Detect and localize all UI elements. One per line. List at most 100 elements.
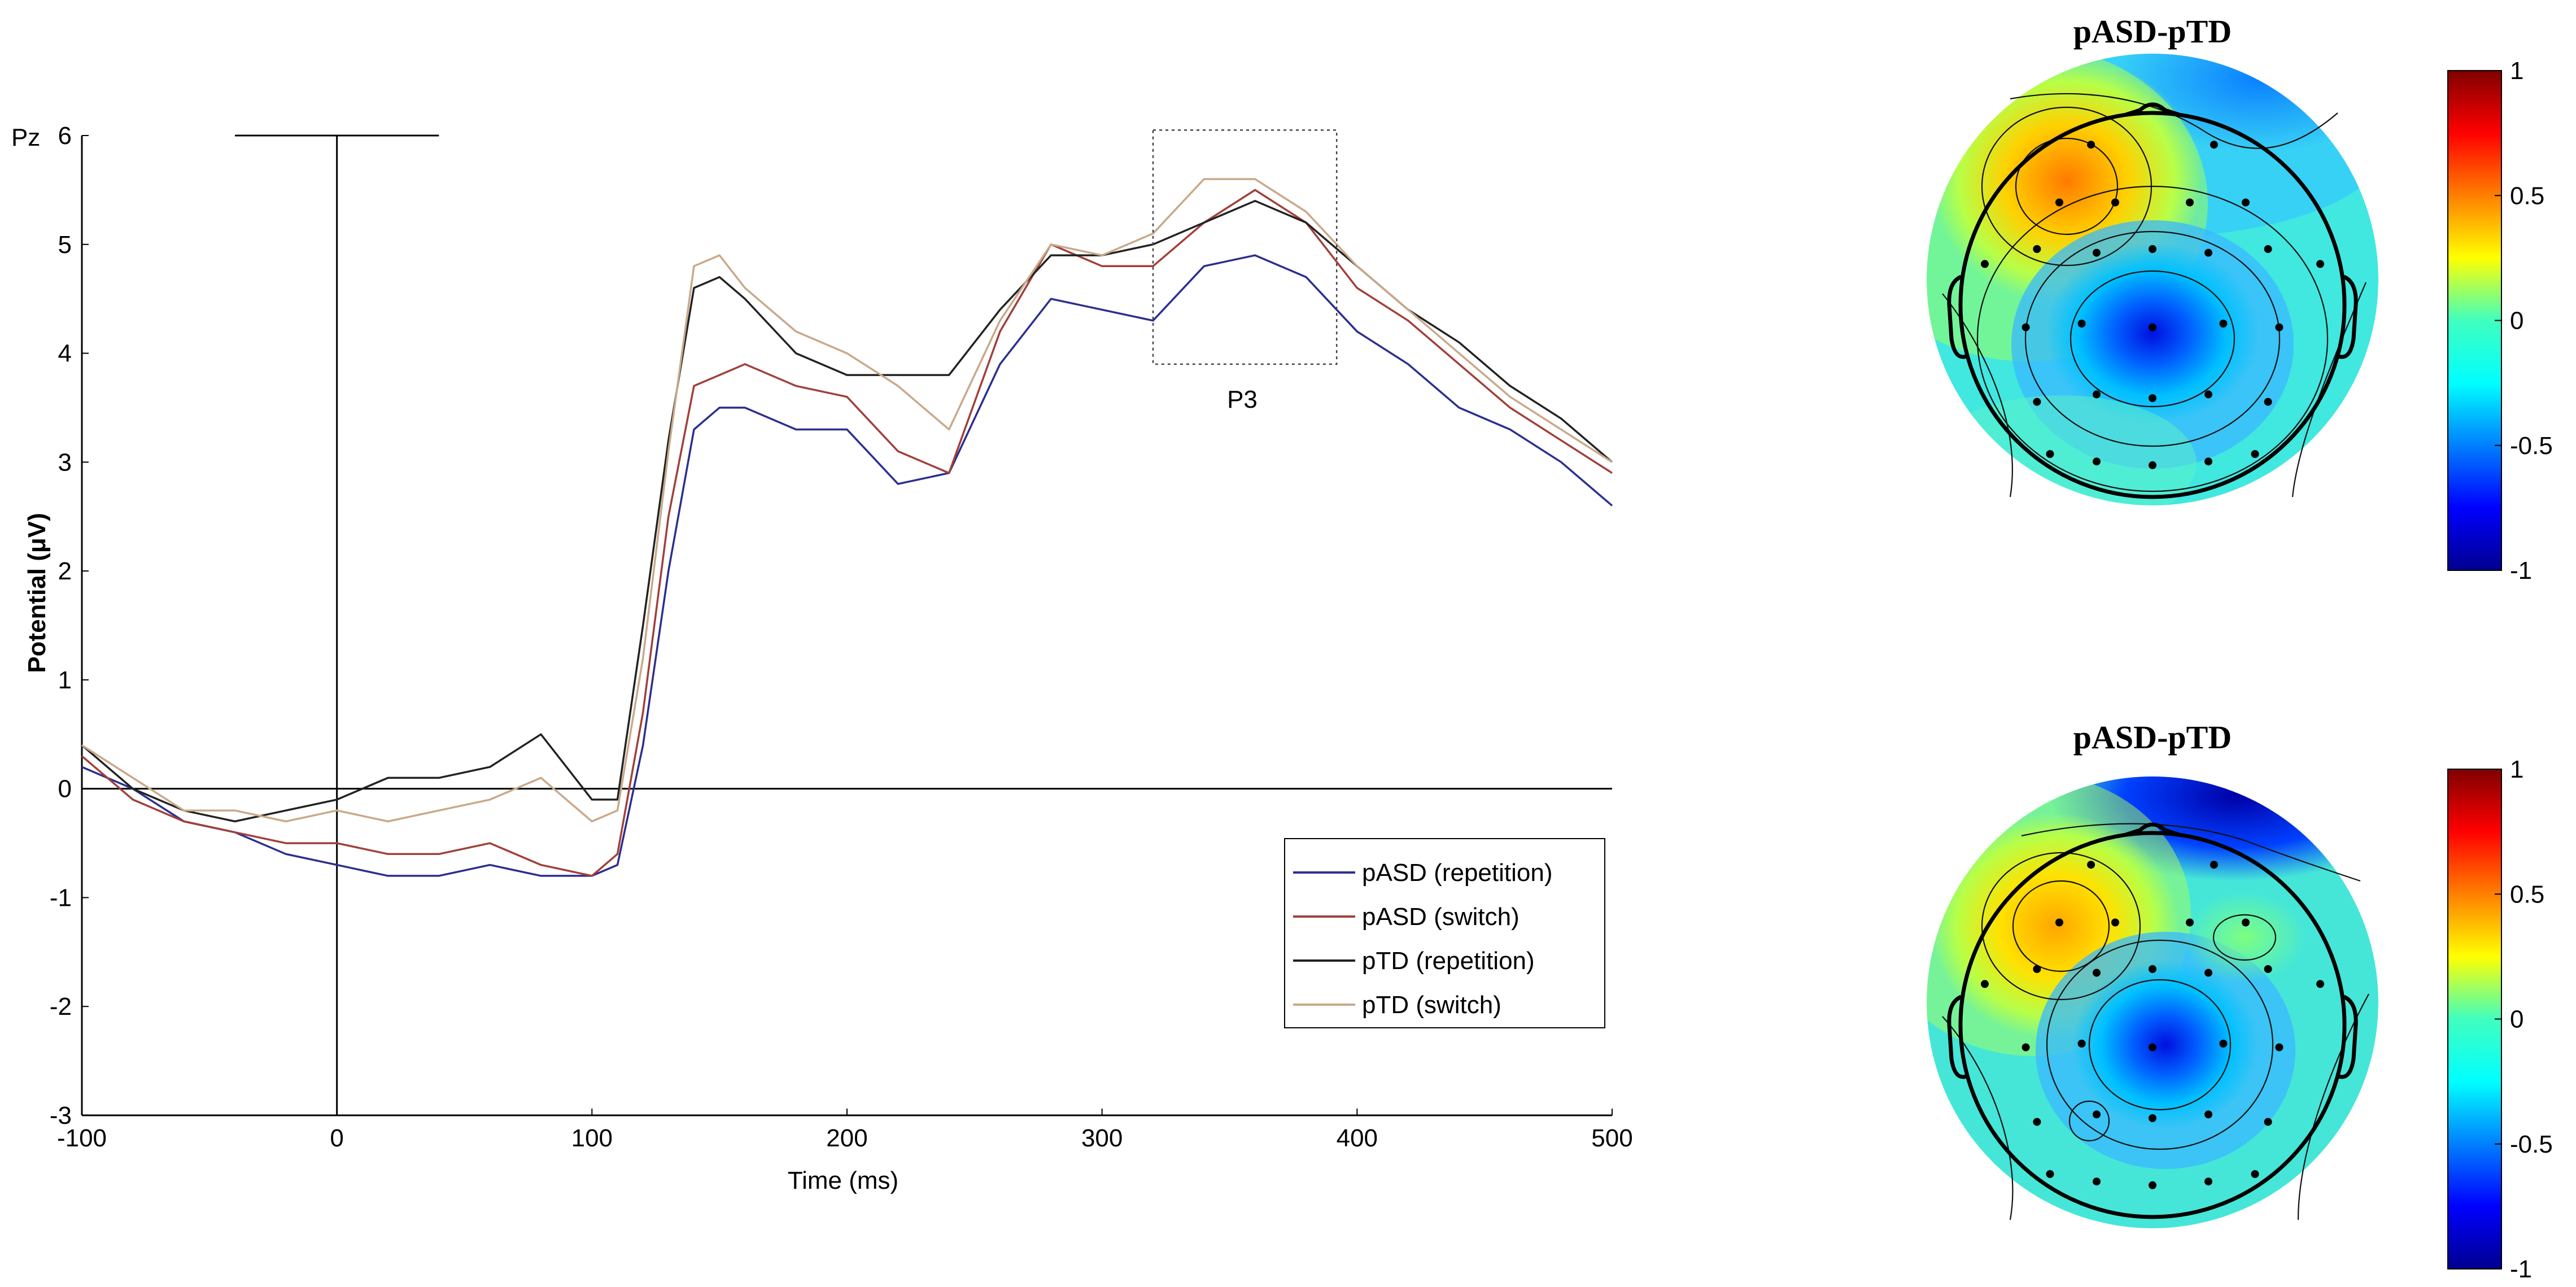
electrode-dot bbox=[2021, 323, 2030, 331]
y-tick-label: -1 bbox=[50, 884, 72, 911]
electrode-dot bbox=[2219, 1040, 2228, 1048]
x-tick-label: -100 bbox=[57, 1124, 107, 1152]
electrode-dot bbox=[2033, 1118, 2041, 1126]
y-tick-label: -3 bbox=[50, 1102, 72, 1129]
colorbar-tick-label: -1 bbox=[2510, 557, 2532, 584]
legend-box bbox=[1284, 838, 1605, 1028]
colorbar-lower: 1 0.5 0 -0.5 -1 bbox=[2447, 756, 2553, 1283]
electrode-dot bbox=[2242, 198, 2250, 207]
electrode-dot bbox=[2264, 245, 2272, 253]
electrode-dot bbox=[2149, 245, 2156, 253]
legend-entry-0: pASD (repetition) bbox=[1362, 859, 1552, 887]
colorbar-tick-label: -0.5 bbox=[2510, 432, 2553, 460]
y-tick-label: 4 bbox=[58, 340, 72, 368]
electrode-dot bbox=[2219, 320, 2228, 328]
electrode-dot bbox=[2186, 198, 2194, 207]
electrode-dot bbox=[2316, 980, 2324, 988]
electrode-dot bbox=[2149, 1181, 2156, 1189]
electrode-dot bbox=[2264, 1118, 2272, 1126]
head-outline-upper bbox=[1947, 102, 2358, 499]
x-tick-label: 100 bbox=[571, 1124, 613, 1152]
x-tick-label: 0 bbox=[330, 1124, 343, 1152]
series-line-1 bbox=[81, 189, 1613, 877]
colorbar-tick-label: 0 bbox=[2510, 307, 2523, 335]
electrode-dot bbox=[2087, 141, 2095, 149]
electrode-dot bbox=[2251, 1170, 2259, 1178]
p3-annotation-box bbox=[1152, 129, 1338, 365]
legend: pASD (repetition) pASD (switch) pTD (repet… bbox=[1284, 838, 1605, 1028]
electrode-dot bbox=[2204, 248, 2212, 257]
electrode-dot bbox=[2210, 861, 2218, 869]
erp-series-lines bbox=[81, 178, 1613, 877]
colorbar-upper: 1 0.5 0 -0.5 -1 bbox=[2447, 57, 2553, 584]
electrode-dot bbox=[2264, 398, 2272, 406]
x-tick-label: 500 bbox=[1591, 1124, 1632, 1152]
y-tick-label: 2 bbox=[58, 557, 72, 585]
legend-entry-2: pTD (repetition) bbox=[1362, 947, 1535, 975]
y-axis-label: Potential (μV) bbox=[23, 513, 51, 673]
topomap-lower-field bbox=[1927, 776, 2378, 1228]
series-line-2 bbox=[81, 199, 1613, 823]
series-line-3 bbox=[81, 178, 1613, 823]
x-axis-label: Time (ms) bbox=[788, 1167, 898, 1194]
electrode-dot bbox=[2093, 968, 2101, 977]
electrode-dot bbox=[2055, 918, 2063, 927]
y-tick-label: 3 bbox=[58, 448, 72, 476]
head-outline-lower bbox=[1947, 822, 2358, 1219]
topomap-upper: pASD-pTD bbox=[1927, 13, 2553, 584]
electrode-dot bbox=[2242, 918, 2250, 927]
electrode-dot bbox=[2204, 1110, 2212, 1119]
electrode-dot bbox=[2033, 398, 2041, 406]
electrode-dot bbox=[2204, 457, 2212, 466]
y-tick-label: -2 bbox=[50, 993, 72, 1020]
erp-axes: 6 5 4 3 2 1 0 -1 -2 -3-100 0 100 200 300 400 500 bbox=[50, 122, 1633, 1152]
channel-label: Pz bbox=[11, 124, 40, 151]
electrode-markers-upper bbox=[1981, 141, 2324, 469]
y-tick-label: 5 bbox=[58, 231, 72, 259]
electrode-dot bbox=[2149, 1043, 2156, 1052]
electrode-dot bbox=[2093, 457, 2101, 466]
electrode-dot bbox=[2210, 141, 2218, 149]
colorbar-tick-label: -0.5 bbox=[2510, 1131, 2553, 1158]
p3-window-rect bbox=[1152, 129, 1338, 365]
electrode-dot bbox=[2149, 323, 2156, 331]
electrode-dot bbox=[2149, 461, 2156, 469]
electrode-dot bbox=[2093, 1177, 2101, 1186]
topomap-upper-contours bbox=[1942, 93, 2367, 498]
electrode-dot bbox=[1981, 260, 1989, 268]
y-tick-label: 0 bbox=[58, 775, 72, 803]
electrode-dot bbox=[2093, 248, 2101, 257]
legend-entry-1: pASD (switch) bbox=[1362, 903, 1520, 931]
electrode-dot bbox=[2093, 390, 2101, 399]
electrode-markers-lower bbox=[1981, 861, 2324, 1189]
electrode-dot bbox=[2204, 1177, 2212, 1186]
electrode-dot bbox=[2055, 198, 2063, 207]
electrode-dot bbox=[2046, 450, 2054, 458]
electrode-dot bbox=[2093, 1110, 2101, 1119]
electrode-dot bbox=[2077, 1040, 2086, 1048]
electrode-dot bbox=[2204, 968, 2212, 977]
electrode-dot bbox=[2264, 965, 2272, 973]
colorbar-tick-label: 0.5 bbox=[2510, 182, 2544, 210]
electrode-dot bbox=[2077, 320, 2086, 328]
y-tick-label: 1 bbox=[58, 666, 72, 694]
electrode-dot bbox=[2275, 323, 2284, 331]
electrode-dot bbox=[2111, 918, 2119, 927]
electrode-dot bbox=[2149, 965, 2156, 973]
series-line-0 bbox=[81, 254, 1613, 877]
topomap-lower-title: pASD-pTD bbox=[2073, 719, 2232, 756]
colorbar-tick-label: 1 bbox=[2510, 57, 2523, 85]
topomap-upper-field bbox=[1927, 54, 2378, 505]
colorbar-tick-label: 0.5 bbox=[2510, 880, 2544, 908]
electrode-dot bbox=[2251, 450, 2259, 458]
erp-line-chart: Pz Potential (μV) Time (ms) 6 5 4 3 2 1 0 -1 -2 -… bbox=[11, 122, 1633, 1194]
x-tick-label: 300 bbox=[1081, 1124, 1123, 1152]
x-tick-label: 400 bbox=[1337, 1124, 1378, 1152]
electrode-dot bbox=[2275, 1043, 2284, 1052]
electrode-dot bbox=[2149, 394, 2156, 402]
y-tick-label: 6 bbox=[58, 122, 72, 150]
legend-entry-3: pTD (switch) bbox=[1362, 991, 1501, 1019]
electrode-dot bbox=[2316, 260, 2324, 268]
topomap-upper-title: pASD-pTD bbox=[2073, 13, 2232, 50]
